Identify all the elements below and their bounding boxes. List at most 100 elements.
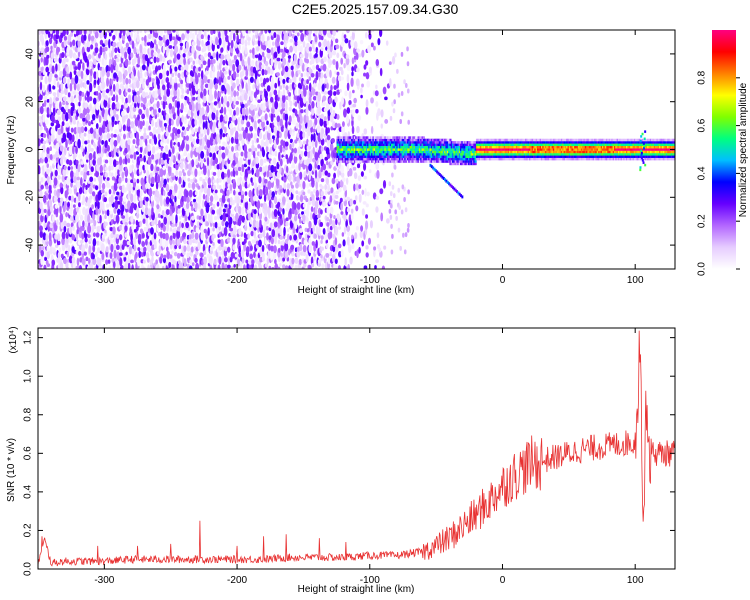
spectrogram-cell	[326, 216, 330, 222]
spectrogram-cell	[383, 157, 386, 161]
spectrogram-cell	[49, 97, 53, 105]
spectrogram-cell	[414, 148, 417, 151]
spectrogram-cell	[235, 137, 239, 145]
spectrogram-cell	[410, 148, 414, 151]
spectrogram-cell	[38, 173, 41, 183]
spectrogram-cell	[388, 208, 392, 214]
spectrogram-cell	[139, 220, 142, 228]
spectrogram-cell	[348, 155, 351, 158]
spectrogram-cell	[394, 150, 398, 154]
spectrogram-cell	[221, 96, 224, 105]
spectrogram-cell	[258, 189, 263, 197]
spectrogram-cell	[334, 237, 338, 246]
spectrogram-cell	[287, 55, 292, 59]
spectrogram-cell	[81, 30, 85, 34]
spectrogram-cell	[125, 77, 129, 85]
spectrogram-cell	[398, 148, 402, 151]
spectrogram-cell	[327, 127, 331, 134]
spectrogram-cell	[404, 232, 408, 238]
spectrogram-cell	[65, 58, 69, 63]
spectrogram-cell	[285, 101, 288, 111]
spectrogram-cell	[347, 145, 350, 149]
spectrogram-cell	[206, 139, 211, 149]
spectrogram-cell	[86, 46, 91, 53]
spectrogram-cell	[388, 160, 391, 163]
spectrogram-cell	[312, 157, 316, 163]
spectrogram-cell	[322, 95, 327, 102]
spectrogram-cell	[338, 126, 343, 132]
spectrogram-cell	[174, 38, 178, 45]
spectrogram-cell	[193, 201, 198, 210]
spectrogram-cell	[70, 195, 75, 203]
spectrogram-cell	[279, 131, 282, 138]
spectrogram-cell	[121, 171, 125, 179]
spectrogram-cell	[86, 58, 90, 68]
spectrogram-cell	[413, 157, 416, 161]
spectrogram-cell	[124, 177, 128, 184]
spectrogram-cell	[408, 141, 411, 144]
spectrogram-cell	[369, 145, 372, 149]
spectrogram-cell	[166, 87, 171, 97]
spectrogram-cell	[367, 150, 370, 154]
spectrogram-cell	[68, 255, 73, 264]
spectrogram-cell	[388, 143, 391, 147]
spectrogram-cell	[271, 229, 276, 238]
spectrogram-cell	[387, 155, 390, 158]
spectrogram-cell	[141, 64, 146, 71]
spectrogram-cell	[278, 30, 282, 35]
spectrogram-cell	[159, 152, 164, 159]
spectrogram-cell	[368, 148, 371, 151]
spectrogram-cell	[49, 153, 53, 161]
spectrogram-cell	[249, 245, 253, 251]
spectrogram-cell	[212, 107, 216, 114]
spectrogram-cell	[174, 53, 177, 63]
spectrogram-cell	[111, 101, 116, 111]
spectrogram-cell	[380, 138, 383, 142]
spectrogram-cell	[131, 144, 135, 154]
spectrogram-cell	[277, 61, 282, 70]
spectrogram-cell	[39, 126, 43, 131]
spectrogram-cell	[84, 42, 88, 48]
spectrogram-cell	[379, 141, 382, 144]
spectrogram-cell	[123, 46, 128, 51]
spectrogram-cell	[93, 71, 97, 80]
spectrogram-cell	[295, 190, 299, 195]
spectrogram-cell	[293, 214, 298, 222]
spectrogram-cell	[62, 257, 67, 265]
spectrogram-cell	[404, 138, 407, 142]
spectrogram-cell	[183, 118, 187, 124]
spectrogram-cell	[285, 49, 289, 54]
spectrogram-cell	[376, 155, 379, 158]
spectrogram-cell	[260, 30, 264, 35]
spectrogram-cell	[409, 148, 412, 151]
spectrogram-cell	[414, 153, 417, 156]
spectrogram-cell	[392, 157, 395, 161]
spectrogram-cell	[230, 136, 234, 144]
spectrogram-cell	[331, 177, 336, 185]
spectrogram-cell	[377, 155, 380, 158]
spectrogram-cell	[42, 84, 46, 93]
spectrogram-cell	[289, 234, 292, 241]
spectrogram-cell	[389, 155, 392, 158]
spectrogram-cell	[233, 90, 237, 98]
spectrogram-cell	[270, 76, 274, 86]
spectrogram-cell	[123, 133, 126, 140]
spectrogram-cell	[400, 111, 404, 117]
spectrogram-cell	[197, 46, 201, 52]
spectrogram-cell	[147, 231, 152, 237]
spectrogram-cell	[46, 147, 50, 155]
spectrogram-cell	[45, 185, 49, 190]
spectrogram-cell	[130, 259, 134, 264]
spectrogram-cell	[61, 231, 66, 240]
spectrogram-cell	[263, 158, 267, 163]
spectrogram-cell	[39, 190, 43, 197]
spectrogram-cell	[349, 220, 352, 226]
spectrogram-cell	[127, 35, 132, 42]
spectrogram-cell	[347, 141, 350, 144]
spectrogram-cell	[160, 90, 164, 98]
spectrogram-cell	[104, 109, 109, 117]
spectrogram-cell	[389, 153, 392, 156]
spectrogram-cell	[59, 262, 64, 269]
spectrogram-cell	[75, 145, 78, 154]
spectrogram-cell	[394, 141, 398, 144]
